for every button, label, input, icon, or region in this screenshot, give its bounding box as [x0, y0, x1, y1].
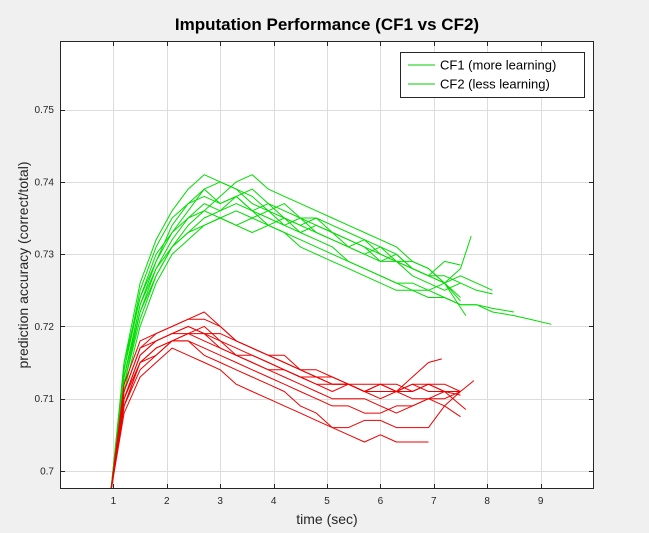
series-line-cf1: [110, 210, 514, 489]
grid-lines: [60, 41, 594, 489]
series-line-cf1: [110, 203, 493, 489]
legend-label-cf1: CF1 (more learning): [440, 58, 556, 73]
series-lines: [110, 174, 552, 489]
x-tick-label: 7: [431, 496, 437, 507]
legend-box: [400, 52, 585, 98]
y-tick-label: 0.73: [35, 250, 55, 261]
x-axis-label: time (sec): [296, 511, 357, 527]
y-tick-label: 0.71: [35, 394, 55, 405]
x-tick-label: 5: [324, 496, 330, 507]
x-tick-label: 3: [217, 496, 223, 507]
series-line-cf1: [110, 210, 461, 489]
y-tick-label: 0.75: [35, 105, 55, 116]
axis-ticks: 1 2 3 4 5 6 7 8 9 0.7 0.71 0.72 0.73 0.74 0.75: [35, 41, 594, 507]
series-line-cf2: [110, 340, 461, 489]
y-tick-label: 0.72: [35, 322, 55, 333]
x-tick-label: 2: [164, 496, 170, 507]
legend: CF1 (more learning) CF2 (less learning): [400, 52, 585, 98]
series-line-cf2: [110, 347, 429, 489]
series-line-cf2: [110, 333, 442, 489]
y-tick-label: 0.74: [35, 177, 55, 188]
chart-title: Imputation Performance (CF1 vs CF2): [175, 15, 479, 34]
x-tick-label: 9: [538, 496, 544, 507]
x-tick-label: 1: [111, 496, 117, 507]
x-tick-label: 6: [378, 496, 384, 507]
legend-label-cf2: CF2 (less learning): [440, 77, 550, 92]
y-tick-label: 0.7: [40, 466, 54, 477]
x-tick-label: 8: [484, 496, 490, 507]
x-tick-label: 4: [271, 496, 277, 507]
y-axis-label: prediction accuracy (correct/total): [15, 162, 31, 369]
series-line-cf1: [110, 181, 461, 489]
series-line-cf2: [110, 311, 461, 489]
